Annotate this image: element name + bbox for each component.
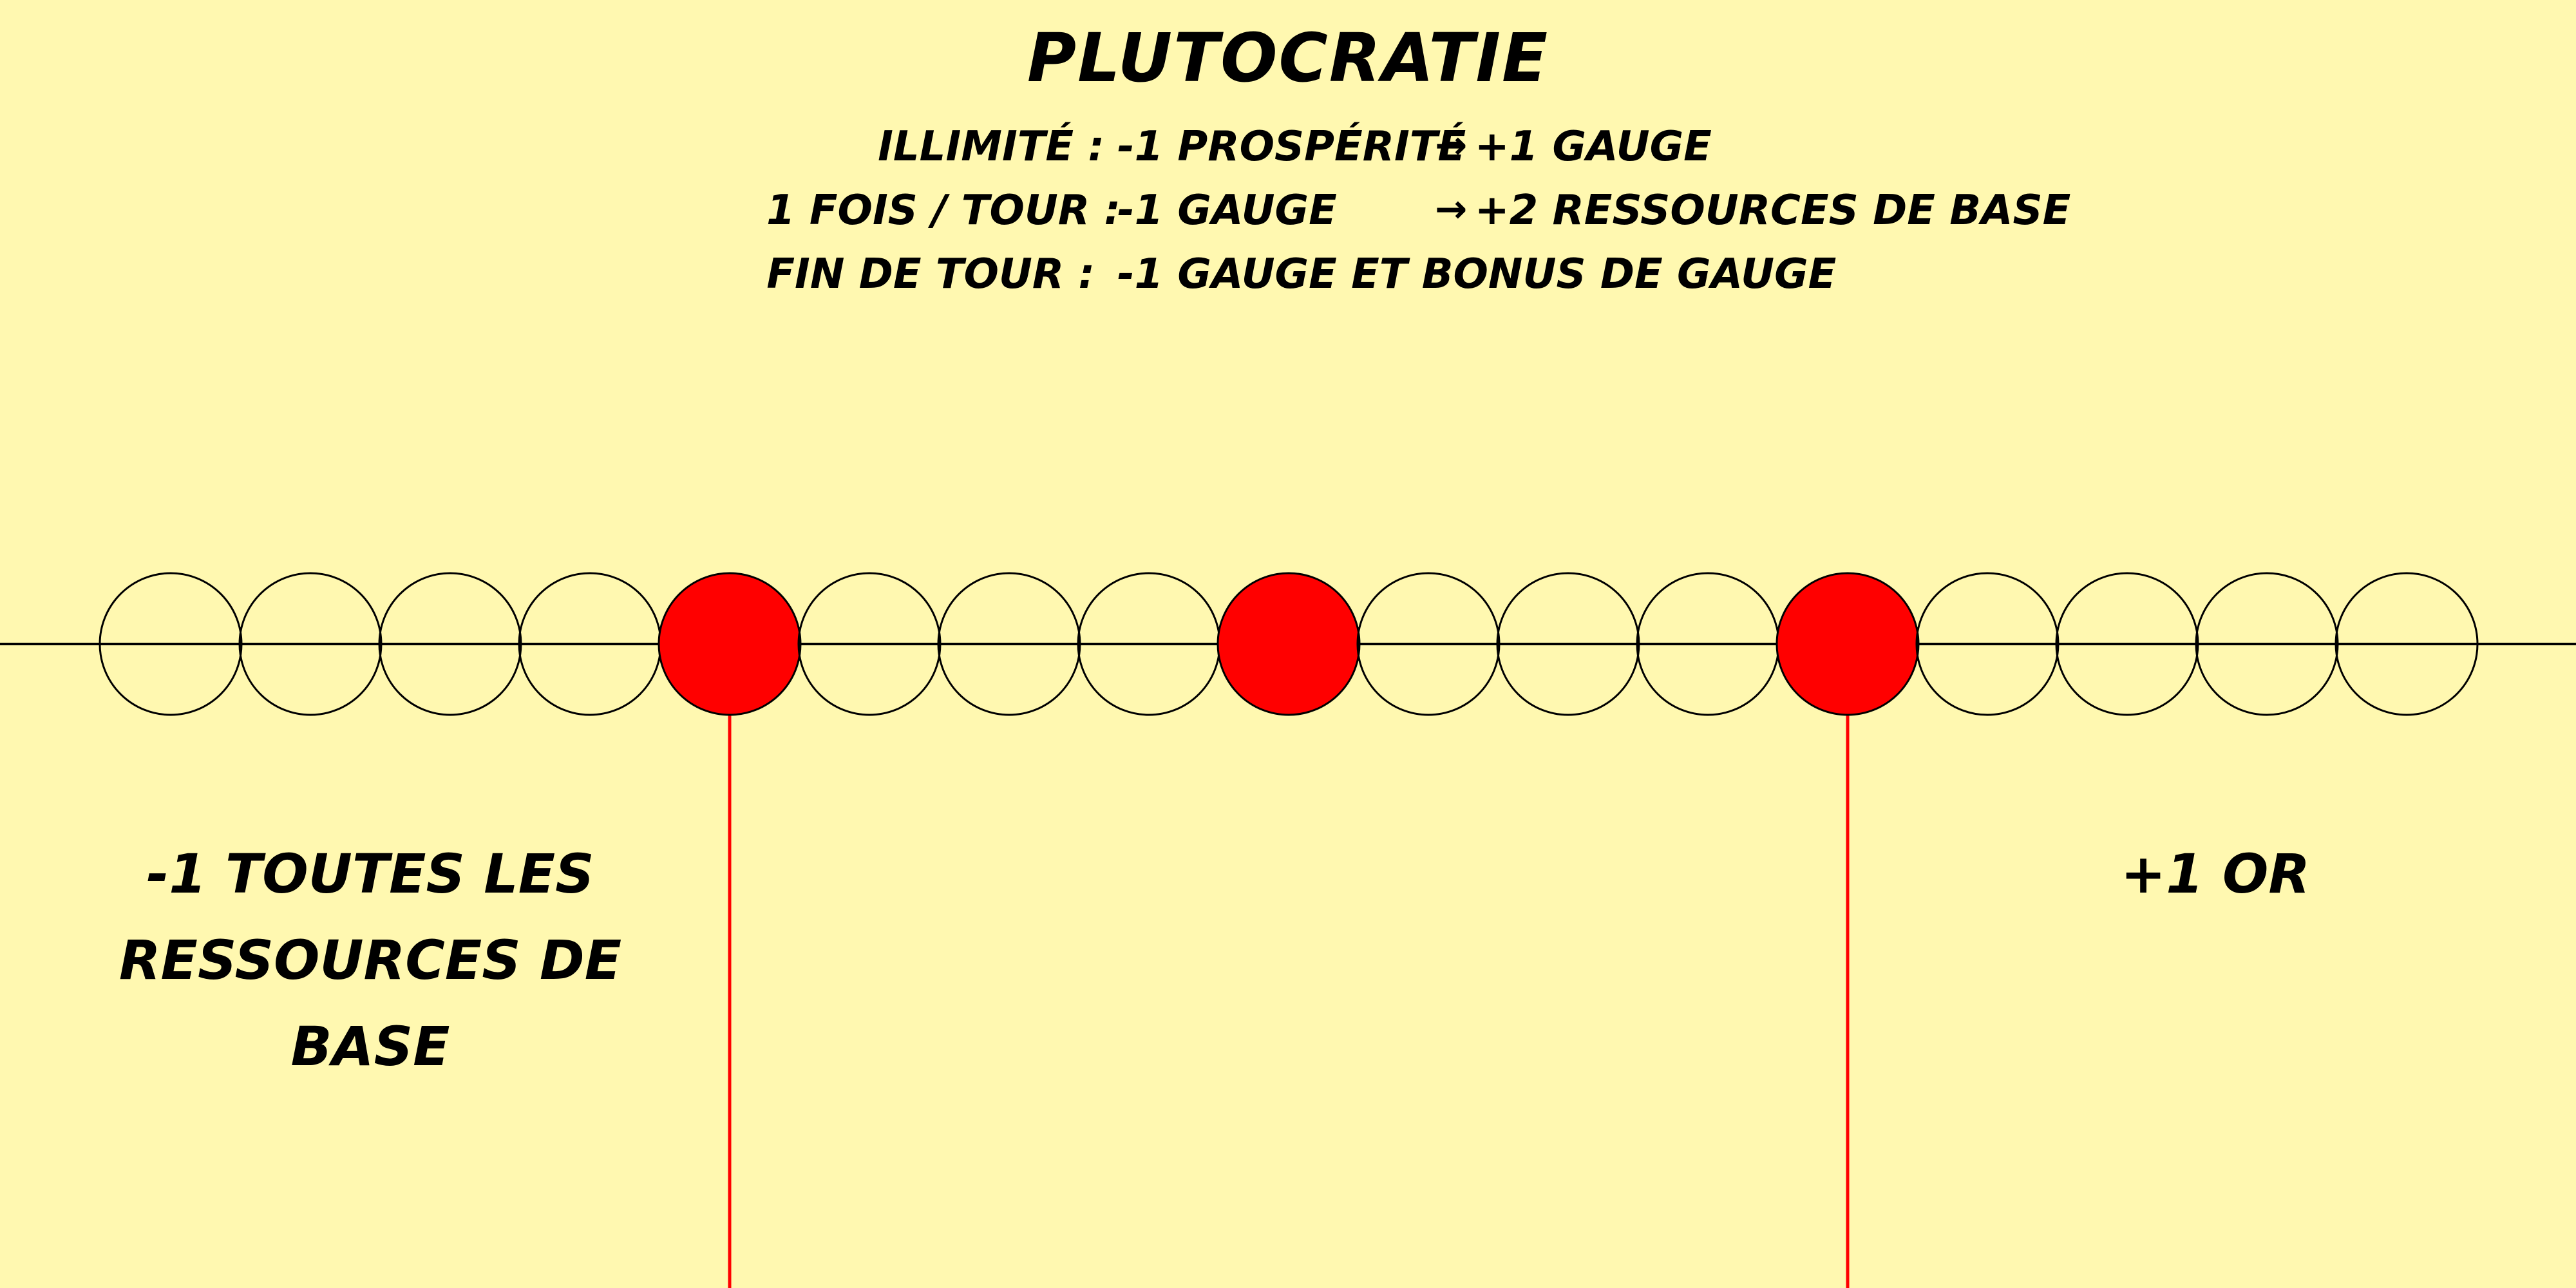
gauge-slots xyxy=(99,572,2479,716)
rule-once-per-turn-effect: -1 GAUGE xyxy=(1117,187,1337,234)
rule-once-per-turn-result: +2 RESSOURCES DE BASE xyxy=(1475,187,2071,234)
rule-end-of-turn-label: FIN DE TOUR : xyxy=(766,251,1095,298)
arrow-right-icon: → xyxy=(1435,187,1468,232)
rule-once-per-turn-label: 1 FOIS / TOUR : xyxy=(766,187,1121,234)
rule-unlimited-label: ILLIMITÉ : xyxy=(878,123,1104,171)
arrow-right-icon: → xyxy=(1435,123,1468,168)
gauge-slot xyxy=(1915,572,2060,716)
gauge-slot xyxy=(2195,572,2339,716)
card-title: PLUTOCRATIE xyxy=(1027,19,1549,97)
threshold-lines xyxy=(728,644,1850,1288)
gauge-slot xyxy=(378,572,522,716)
rule-end-of-turn-effect: -1 GAUGE ET BONUS DE GAUGE xyxy=(1117,251,1837,298)
gauge-slot xyxy=(99,572,243,716)
gauge-slot xyxy=(937,572,1081,716)
gauge-slot xyxy=(238,572,383,716)
gauge-slot xyxy=(2334,572,2479,716)
gauge-slot xyxy=(797,572,942,716)
gauge-slot xyxy=(1356,572,1501,716)
gauge-slot-highlighted xyxy=(1776,572,1920,716)
left-bonus-text: -1 TOUTES LES RESSOURCES DE BASE xyxy=(118,842,622,1078)
gauge-slot xyxy=(1496,572,1640,716)
gauge-slot-highlighted xyxy=(1217,572,1361,716)
right-bonus-text: +1 OR xyxy=(2120,842,2311,905)
gauge-slot-highlighted xyxy=(658,572,802,716)
gauge-slot xyxy=(2055,572,2199,716)
rule-unlimited-effect: -1 PROSPÉRITÉ xyxy=(1117,123,1466,171)
rule-unlimited-result: +1 GAUGE xyxy=(1475,123,1712,171)
